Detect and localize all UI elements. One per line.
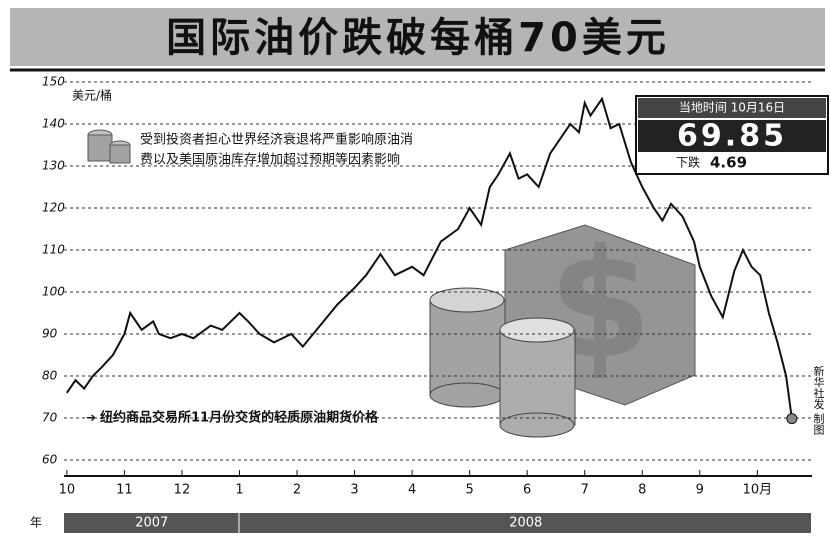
info-change: 4.69 bbox=[710, 154, 747, 172]
y-axis-label: 美元/桶 bbox=[72, 88, 112, 103]
year-unit: 年 bbox=[30, 516, 42, 530]
y-tick-label: 130 bbox=[42, 159, 65, 173]
price-line bbox=[66, 96, 793, 419]
x-tick-label: 7 bbox=[581, 483, 589, 498]
info-change-label: 下跌 bbox=[676, 155, 700, 170]
title-banner bbox=[10, 8, 825, 66]
y-tick-label: 70 bbox=[42, 411, 58, 425]
y-tick-label: 60 bbox=[42, 453, 58, 467]
annotation-line: 受到投资者担心世界经济衰退将严重影响原油消 bbox=[140, 132, 413, 148]
chart-title: 国际油价跌破每桶70美元 bbox=[166, 15, 670, 61]
x-tick-label: 8 bbox=[638, 483, 646, 498]
y-tick-label: 80 bbox=[42, 369, 58, 383]
legend-label: 纽约商品交易所11月份交货的轻质原油期货价格 bbox=[100, 410, 379, 426]
legend-marker: ➔ bbox=[86, 411, 96, 425]
year-band bbox=[64, 513, 239, 533]
x-tick-label: 6 bbox=[523, 483, 531, 498]
x-tick-label: 2 bbox=[293, 483, 301, 498]
x-tick-label: 1 bbox=[235, 483, 243, 498]
year-label: 2008 bbox=[509, 516, 542, 531]
x-tick-label: 10月 bbox=[743, 483, 773, 498]
x-tick-label: 3 bbox=[350, 483, 358, 498]
y-tick-label: 140 bbox=[42, 117, 65, 131]
info-box: 当地时间 10月16日 69.85 下跌 4.69 bbox=[635, 95, 829, 175]
x-tick-label: 12 bbox=[174, 483, 191, 498]
x-tick-label: 5 bbox=[466, 483, 474, 498]
y-tick-label: 120 bbox=[42, 201, 65, 215]
illustration: $ bbox=[87, 129, 696, 438]
x-tick-label: 4 bbox=[408, 483, 416, 498]
year-label: 2007 bbox=[135, 516, 168, 531]
info-price: 69.85 bbox=[677, 119, 787, 154]
y-tick-label: 100 bbox=[42, 285, 65, 299]
end-point bbox=[786, 413, 798, 425]
y-tick-label: 150 bbox=[42, 75, 65, 89]
y-tick-label: 110 bbox=[42, 243, 65, 257]
year-band bbox=[239, 513, 811, 533]
annotation-line: 费以及美国原油库存增加超过预期等因素影响 bbox=[140, 152, 400, 168]
info-date: 当地时间 10月16日 bbox=[679, 101, 785, 115]
x-tick-label: 10 bbox=[59, 483, 76, 498]
y-tick-label: 90 bbox=[42, 327, 58, 341]
x-tick-label: 9 bbox=[696, 483, 704, 498]
x-tick-label: 11 bbox=[116, 483, 133, 498]
credit: 新华社发 制图 bbox=[812, 364, 825, 435]
